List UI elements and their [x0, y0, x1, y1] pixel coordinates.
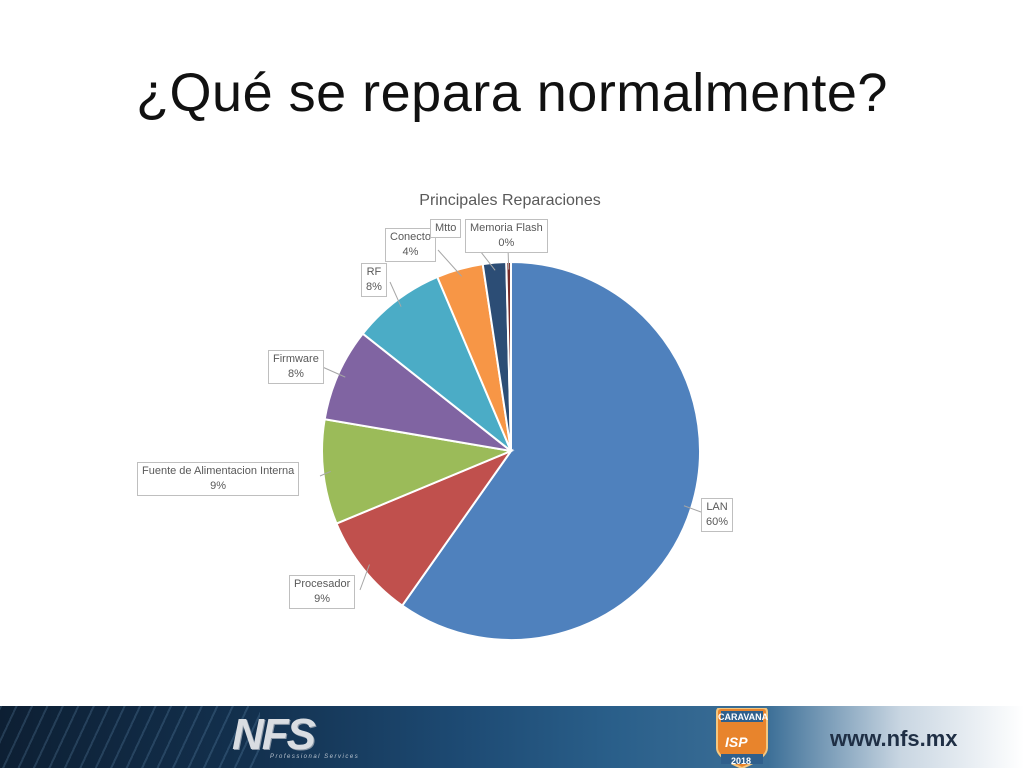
callout-mtto: Mtto [430, 219, 462, 238]
pie-slice-rf [361, 275, 512, 452]
badge-top-text: CARAVANA [718, 712, 769, 722]
slide-title: ¿Qué se repara normalmente? [136, 63, 888, 123]
pie-slice-procesador [335, 448, 514, 607]
callout-conectores-pct: 4% [402, 246, 419, 258]
callout-firmware-name: Firmware [273, 353, 319, 365]
badge-year-text: 2018 [731, 756, 752, 766]
nfs-logo: NFS Professional Services [232, 710, 407, 762]
pie-slice-fuente-de-alimentacion-interna [321, 418, 515, 525]
callout-fuente: Fuente de Alimentacion Interna 9% [137, 462, 300, 496]
callout-firmware: Firmware 8% [268, 350, 324, 384]
leader-line-lan [683, 505, 702, 513]
callout-fuente-pct: 9% [210, 480, 227, 492]
callout-lan-name: LAN [706, 501, 728, 513]
callout-conectores: Conecto 4% [385, 228, 436, 262]
nfs-logo-text: NFS [232, 710, 316, 759]
callout-rf-name: RF [366, 266, 382, 278]
pie-chart [317, 237, 702, 641]
callout-lan: LAN 60% [701, 498, 734, 532]
badge-mid-text: ISP [725, 734, 748, 750]
callout-procesador-name: Procesador [294, 578, 351, 590]
leader-line-procesador [359, 564, 370, 591]
chart-title: Principales Reparaciones [419, 192, 601, 209]
footer-bar: NFS Professional Services [0, 706, 1024, 768]
callout-procesador-pct: 9% [314, 593, 331, 605]
callout-memoria-flash-name: Memoria Flash [470, 222, 543, 234]
leader-line-fuente-de-alimentacion-interna [319, 470, 331, 477]
callout-memoria-flash: Memoria Flash 0% [465, 219, 548, 253]
callout-conectores-name: Conecto [390, 231, 431, 243]
callout-lan-pct: 60% [706, 516, 729, 528]
caravana-isp-badge: CARAVANA ISP 2018 [711, 707, 773, 770]
badge-shape [716, 707, 768, 770]
callout-mtto-name: Mtto [435, 222, 457, 234]
website-url[interactable]: www.nfs.mx [830, 726, 958, 751]
callout-rf-pct: 8% [366, 281, 382, 293]
callout-procesador: Procesador 9% [289, 575, 356, 609]
callout-rf: RF 8% [361, 263, 387, 297]
nfs-logo-subtitle: Professional Services [270, 754, 360, 760]
callout-memoria-flash-pct: 0% [498, 237, 515, 249]
callout-fuente-name: Fuente de Alimentacion Interna [142, 465, 295, 477]
leader-line-conectores [437, 249, 463, 277]
footer-decoration [0, 706, 260, 768]
leader-line-rf [389, 281, 402, 307]
callout-firmware-pct: 8% [287, 368, 304, 380]
